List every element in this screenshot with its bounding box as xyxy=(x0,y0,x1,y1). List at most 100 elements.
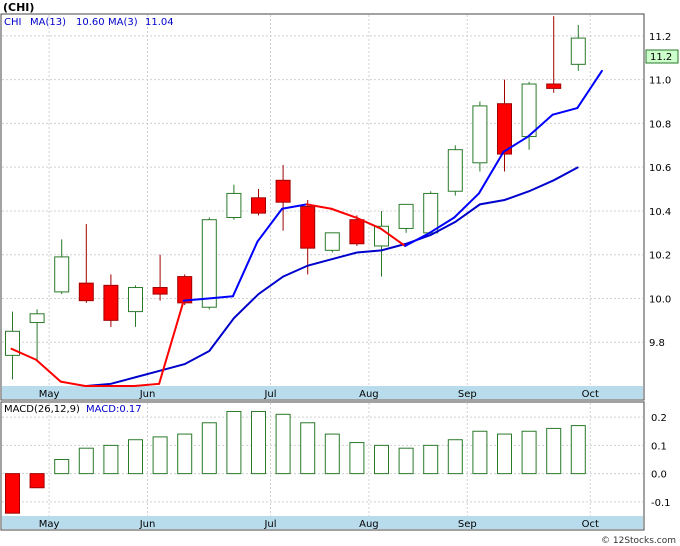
macd-bar xyxy=(128,439,143,475)
candle-body xyxy=(521,83,537,138)
price-tick-label: 9.8 xyxy=(649,338,665,349)
candle-body xyxy=(275,179,291,203)
macd-y-axis: 0.2 0.1 0.0 -0.1 xyxy=(651,413,671,509)
macd-tick-label: 0.2 xyxy=(651,413,667,424)
legend-ma13-label: MA(13) xyxy=(30,17,66,28)
price-tick-label: 10.2 xyxy=(649,251,671,262)
ma3-segment xyxy=(281,203,308,210)
candle-body xyxy=(29,313,45,324)
macd-x-axis: May Jun Jul Aug Sep Oct xyxy=(39,519,599,530)
macd-bar xyxy=(374,444,389,475)
chart-title: (CHI) xyxy=(3,1,34,14)
candle-body xyxy=(103,284,119,321)
macd-bar xyxy=(398,447,414,475)
macd-bar xyxy=(423,444,439,475)
candle-body xyxy=(226,192,242,219)
ma13-line xyxy=(86,166,579,387)
candle xyxy=(398,203,414,233)
ma3-segment xyxy=(231,240,259,298)
macd-tick-label: -0.1 xyxy=(651,498,671,509)
ma3-line xyxy=(10,69,603,387)
candle xyxy=(300,200,316,275)
ma3-segment xyxy=(477,150,505,195)
legend-ma13-value: 10.60 xyxy=(76,17,105,28)
candle xyxy=(152,254,168,301)
candle xyxy=(472,101,488,172)
candle xyxy=(103,274,119,327)
price-tick-label: 10.6 xyxy=(649,163,671,174)
candle xyxy=(201,217,217,310)
ma3-segment xyxy=(256,207,284,243)
macd-bar xyxy=(300,422,316,475)
macd-month-label: Jul xyxy=(263,519,276,530)
candle-body xyxy=(447,149,463,192)
ma3-segment xyxy=(10,347,38,361)
ma3-segment xyxy=(59,380,87,387)
macd-bar xyxy=(152,436,168,475)
ma3-segment xyxy=(133,382,161,387)
price-date-band xyxy=(2,386,643,399)
last-price-value: 11.2 xyxy=(650,52,672,63)
macd-bar xyxy=(275,413,291,475)
candle-body xyxy=(546,83,562,89)
macd-bar xyxy=(447,439,463,475)
price-month-label: May xyxy=(39,389,60,400)
ma3-segment xyxy=(428,216,456,234)
macd-bars xyxy=(5,410,586,514)
macd-month-label: Oct xyxy=(582,519,599,530)
macd-bar xyxy=(472,430,488,475)
candle-body xyxy=(201,219,217,308)
candle xyxy=(29,309,45,360)
macd-bar xyxy=(201,422,217,475)
last-price-badge xyxy=(645,49,679,64)
price-tick-label: 10.4 xyxy=(649,207,671,218)
legend-symbol: CHI xyxy=(4,17,21,28)
ma3-segment xyxy=(502,135,530,153)
macd-month-label: Sep xyxy=(458,519,477,530)
candle-body xyxy=(398,203,414,229)
candle xyxy=(546,16,562,93)
price-tick-label: 10.0 xyxy=(649,294,671,305)
price-month-label: Oct xyxy=(582,389,599,400)
macd-month-label: Aug xyxy=(359,519,379,530)
candle-body xyxy=(128,287,143,313)
macd-date-band xyxy=(2,516,643,529)
candle-body xyxy=(5,330,20,356)
macd-bar xyxy=(226,410,242,475)
macd-bar xyxy=(78,447,94,475)
candle-body xyxy=(251,197,266,214)
candle xyxy=(54,239,70,295)
price-tick-label: 11.2 xyxy=(649,32,671,43)
macd-label: MACD(26,12,9) xyxy=(4,404,80,415)
candle-body xyxy=(152,287,168,295)
ma3-segment xyxy=(35,358,62,383)
candle xyxy=(251,189,266,216)
candle xyxy=(226,184,242,220)
macd-bar xyxy=(324,433,340,475)
ma3-segment xyxy=(305,203,333,210)
price-y-axis: 11.2 11.0 10.8 10.6 10.4 10.2 10.0 9.8 xyxy=(649,32,671,349)
macd-value-label: MACD:0.17 xyxy=(86,404,142,415)
ma3-segment xyxy=(576,69,603,110)
macd-bar xyxy=(5,473,20,514)
macd-grid xyxy=(2,403,643,516)
candle xyxy=(78,224,94,303)
candle-body xyxy=(177,276,193,304)
candle xyxy=(324,232,340,253)
legend-ma3-label: MA(3) xyxy=(108,17,138,28)
ma3-segment xyxy=(354,216,382,230)
ma3-segment xyxy=(527,113,554,138)
price-month-label: Sep xyxy=(458,389,477,400)
macd-bar xyxy=(546,427,562,475)
macd-tick-label: 0.1 xyxy=(651,441,667,452)
candle-body xyxy=(324,232,340,251)
macd-bar xyxy=(570,425,586,475)
ma3-segment xyxy=(453,192,480,219)
macd-bar xyxy=(349,442,365,475)
ma3-segment xyxy=(379,227,407,247)
macd-bar xyxy=(251,410,266,475)
macd-bar xyxy=(103,444,119,475)
candle xyxy=(5,311,20,380)
ma3-segment xyxy=(182,297,210,302)
